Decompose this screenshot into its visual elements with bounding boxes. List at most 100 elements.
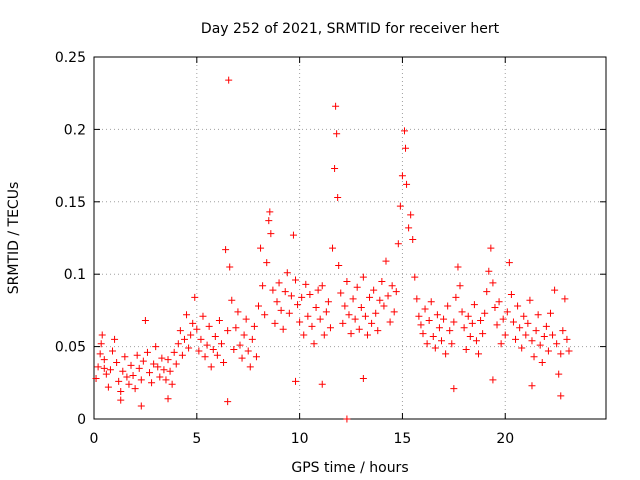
data-point [339,319,347,327]
data-point [209,345,217,353]
data-point [522,331,530,339]
data-point [403,180,411,188]
data-point [524,319,532,327]
data-point [470,301,478,309]
x-tick-label: 0 [90,431,99,447]
data-point [187,331,195,339]
data-point [183,311,191,319]
data-point [121,353,129,361]
data-point [450,318,458,326]
data-point [92,374,100,382]
y-tick-label: 0.2 [64,122,86,138]
data-point [514,302,522,310]
data-point [326,324,334,332]
data-point [267,230,275,238]
data-point [425,317,433,325]
data-point [460,324,468,332]
data-point [345,311,353,319]
data-point [254,302,262,310]
data-point [489,279,497,287]
data-point [380,302,388,310]
data-point [228,296,236,304]
data-point [372,309,380,317]
data-point [450,385,458,393]
data-point [549,331,557,339]
data-point [421,305,429,313]
data-point [419,330,427,338]
data-point [444,302,452,310]
data-point [316,315,324,323]
data-point [413,295,421,303]
data-point [370,286,378,294]
data-point [526,296,534,304]
data-point [150,360,158,368]
data-point [100,364,108,372]
data-point [398,172,406,180]
data-point [257,244,265,252]
data-point [285,309,293,317]
data-point [279,325,287,333]
data-point [310,340,318,348]
data-point [396,202,404,210]
data-point [178,351,186,359]
data-point [211,332,219,340]
x-tick-label: 15 [394,431,412,447]
data-point [368,319,376,327]
data-point [220,359,228,367]
data-point [199,312,207,320]
data-point [454,263,462,271]
data-point [448,340,456,348]
data-point [296,318,304,326]
data-point [462,345,470,353]
data-point [516,324,524,332]
data-point [565,347,573,355]
data-point [479,330,487,338]
data-point [405,224,413,232]
data-point [111,335,119,343]
data-point [551,286,559,294]
data-point [334,193,342,201]
data-point [129,372,137,380]
data-point [146,369,154,377]
data-point [394,240,402,248]
data-point [240,331,248,339]
data-point [160,366,168,374]
data-point [246,363,254,371]
data-point [236,341,244,349]
data-point [117,396,125,404]
data-point [248,335,256,343]
data-point [320,331,328,339]
y-tick-label: 0.15 [55,195,86,211]
data-point [477,317,485,325]
data-point [226,263,234,271]
data-point [349,295,357,303]
data-point [213,351,221,359]
data-point [261,311,269,319]
x-tick-label: 20 [496,431,514,447]
data-point [497,340,505,348]
data-point [363,331,371,339]
data-point [318,380,326,388]
data-point [388,282,396,290]
data-point [343,415,351,423]
data-point [518,344,526,352]
data-point [225,76,233,84]
data-point [98,331,106,339]
data-point [499,315,507,323]
data-point [109,347,117,355]
data-point [174,340,182,348]
data-point [115,377,123,385]
data-point [141,317,149,325]
data-point [234,308,242,316]
data-point [489,376,497,384]
data-point [557,392,565,400]
data-point [493,321,501,329]
data-point [503,308,511,316]
data-point [266,208,274,216]
data-point [332,102,340,110]
data-point [300,331,308,339]
data-point [275,279,283,287]
data-point [104,383,112,391]
data-point [263,259,271,267]
data-point [374,327,382,335]
